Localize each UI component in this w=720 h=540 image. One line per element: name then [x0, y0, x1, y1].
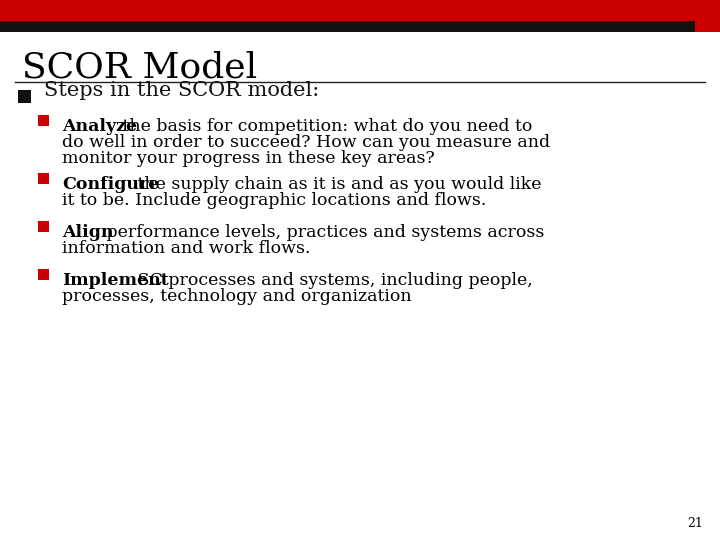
Text: 21: 21 [687, 517, 703, 530]
Bar [695, 0, 720, 32]
Bar [38, 269, 49, 280]
Text: processes, technology and organization: processes, technology and organization [62, 288, 412, 305]
Text: Analyze: Analyze [62, 118, 137, 135]
Text: monitor your progress in these key areas?: monitor your progress in these key areas… [62, 150, 435, 167]
Bar [38, 173, 49, 184]
Text: the supply chain as it is and as you would like: the supply chain as it is and as you wou… [132, 176, 541, 193]
Text: do well in order to succeed? How can you measure and: do well in order to succeed? How can you… [62, 134, 550, 151]
Text: information and work flows.: information and work flows. [62, 240, 310, 257]
Text: performance levels, practices and systems across: performance levels, practices and system… [101, 224, 544, 241]
Text: Align: Align [62, 224, 114, 241]
Bar [18, 90, 31, 103]
Text: Steps in the SCOR model:: Steps in the SCOR model: [44, 82, 319, 100]
Bar [38, 221, 49, 232]
Text: SCOR Model: SCOR Model [22, 50, 257, 84]
Bar [0, 0, 695, 22]
Text: Configure: Configure [62, 176, 159, 193]
Text: it to be. Include geographic locations and flows.: it to be. Include geographic locations a… [62, 192, 487, 209]
Text: the basis for competition: what do you need to: the basis for competition: what do you n… [117, 118, 532, 135]
Bar [38, 115, 49, 126]
Bar [0, 21, 720, 32]
Text: Implement: Implement [62, 272, 168, 289]
Text: SC processes and systems, including people,: SC processes and systems, including peop… [132, 272, 533, 289]
